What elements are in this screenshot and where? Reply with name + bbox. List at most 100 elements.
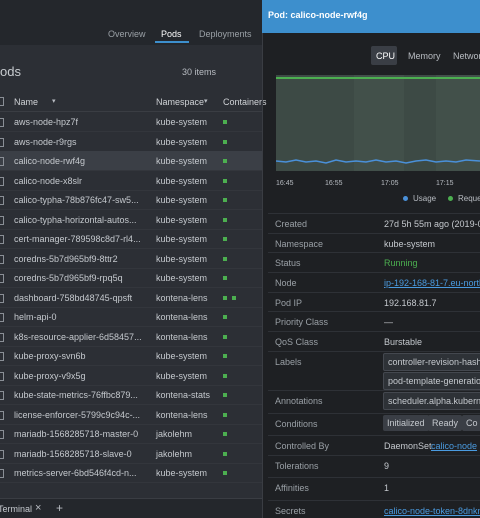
field-link[interactable]: calico-node-token-8dnkm	[384, 506, 480, 516]
row-separator	[0, 462, 262, 464]
divider	[262, 33, 263, 518]
owner-link[interactable]: calico-node	[431, 441, 478, 451]
row-separator	[0, 209, 262, 210]
checkbox[interactable]	[0, 254, 4, 264]
item-count: 30 items	[182, 67, 217, 77]
pod-name[interactable]: dashboard-758bd48745-qpsft	[14, 292, 133, 303]
field-value: 192.168.81.7	[384, 298, 437, 308]
field-separator	[268, 292, 480, 293]
detail-header	[262, 0, 480, 33]
tab-bar	[0, 0, 262, 45]
checkbox[interactable]	[0, 410, 4, 420]
row-separator	[0, 326, 262, 327]
field-separator	[268, 213, 480, 214]
tab[interactable]: Deployments	[199, 29, 252, 39]
pod-namespace: kontena-lens	[156, 331, 208, 342]
time-label: 17:05	[381, 180, 399, 187]
container-status	[223, 198, 227, 202]
field-link[interactable]: ip-192-168-81-7.eu-north-1	[384, 278, 480, 288]
pod-namespace: kube-system	[156, 234, 208, 244]
checkbox[interactable]	[0, 293, 4, 303]
field-label: Labels	[275, 357, 302, 367]
row-separator	[0, 404, 262, 405]
legend-label: Usage	[413, 194, 437, 203]
field-value: kube-system	[384, 239, 436, 249]
tab[interactable]: Pods	[161, 29, 182, 39]
checkbox[interactable]	[0, 313, 4, 322]
pod-name[interactable]: coredns-5b7d965bf9-rpq5q	[14, 273, 123, 283]
pod-namespace: kube-system	[156, 117, 208, 127]
pod-name[interactable]: cert-manager-789598c8d7-rl4...	[14, 234, 141, 244]
row-separator	[0, 267, 262, 269]
pod-name[interactable]: calico-typha-78b876fc47-sw5...	[14, 195, 139, 205]
pod-namespace: kube-system	[156, 253, 208, 264]
pod-name[interactable]: aws-node-r9rgs	[14, 136, 77, 147]
row-separator	[0, 443, 262, 444]
pod-name[interactable]: kube-proxy-svn6b	[14, 351, 86, 361]
pod-name[interactable]: calico-node-rwf4g	[14, 156, 86, 166]
metric-tab[interactable]: CPU	[376, 51, 396, 61]
checkbox[interactable]	[0, 430, 4, 439]
time-label: 16:45	[276, 180, 294, 187]
pod-name[interactable]: coredns-5b7d965bf9-8ttr2	[14, 253, 118, 264]
checkbox[interactable]	[0, 215, 4, 225]
pod-name[interactable]: mariadb-1568285718-master-0	[14, 429, 139, 439]
pod-name[interactable]: mariadb-1568285718-slave-0	[14, 448, 132, 459]
pod-namespace: jakolehm	[156, 448, 193, 459]
pod-name[interactable]: helm-api-0	[14, 312, 57, 322]
pod-name[interactable]: license-enforcer-5799c9c94c-...	[14, 409, 141, 420]
row-separator	[0, 131, 262, 132]
pod-namespace: kontena-stats	[156, 390, 211, 400]
field-label: Controlled By	[275, 441, 330, 451]
condition-badge: Initialized	[383, 415, 429, 431]
pod-name[interactable]: calico-node-x8slr	[14, 175, 83, 186]
field-label: Created	[275, 219, 308, 229]
pod-namespace: kontena-lens	[156, 312, 208, 322]
field-separator	[268, 233, 480, 234]
checkbox[interactable]	[0, 391, 4, 400]
column-header[interactable]: Containers	[223, 97, 267, 107]
checkbox[interactable]	[0, 352, 4, 361]
pod-name[interactable]: calico-typha-horizontal-autos...	[14, 214, 137, 225]
add-button[interactable]: +	[56, 501, 64, 515]
checkbox[interactable]	[0, 469, 4, 478]
pod-namespace: kube-system	[156, 136, 208, 147]
divider	[0, 111, 262, 112]
time-label: 16:55	[325, 180, 343, 187]
checkbox[interactable]	[0, 118, 4, 127]
tab[interactable]: Overview	[108, 29, 146, 39]
close-button[interactable]: ×	[35, 502, 42, 514]
pod-name[interactable]: k8s-resource-applier-6d58457...	[14, 331, 142, 342]
pod-namespace: kube-system	[156, 273, 208, 283]
pod-name[interactable]: kube-state-metrics-76ffbc879...	[14, 390, 138, 400]
terminal-bar	[0, 498, 262, 518]
pod-name[interactable]: metrics-server-6bd546f4cd-n...	[14, 468, 137, 478]
time-label: 17:15	[436, 180, 454, 187]
legend-label: Reque	[458, 194, 480, 203]
label-badge: pod-template-generation:	[383, 372, 480, 390]
checkbox[interactable]	[0, 196, 4, 205]
list-title: ods	[0, 64, 21, 79]
field-separator	[268, 390, 480, 391]
pod-name[interactable]: aws-node-hpz7f	[14, 117, 79, 127]
checkbox[interactable]	[0, 137, 4, 147]
column-header[interactable]: Namespace	[156, 97, 205, 107]
terminal-label[interactable]: Terminal	[0, 504, 33, 514]
container-status	[223, 217, 227, 222]
metric-tab[interactable]: Networ	[453, 51, 480, 61]
checkbox[interactable]	[0, 371, 4, 381]
pod-name[interactable]: kube-proxy-v9x5g	[14, 370, 86, 381]
tab-active-bg	[371, 46, 397, 65]
row-separator	[0, 345, 262, 347]
checkbox[interactable]	[0, 274, 4, 283]
column-header[interactable]: Name	[14, 97, 39, 107]
checkbox[interactable]	[0, 332, 4, 342]
checkbox[interactable]	[0, 176, 4, 186]
metric-tab[interactable]: Memory	[408, 51, 441, 61]
container-status	[223, 178, 227, 183]
checkbox[interactable]	[0, 97, 4, 106]
checkbox[interactable]	[0, 157, 4, 166]
container-status	[223, 159, 227, 163]
checkbox[interactable]	[0, 449, 4, 459]
checkbox[interactable]	[0, 235, 4, 244]
